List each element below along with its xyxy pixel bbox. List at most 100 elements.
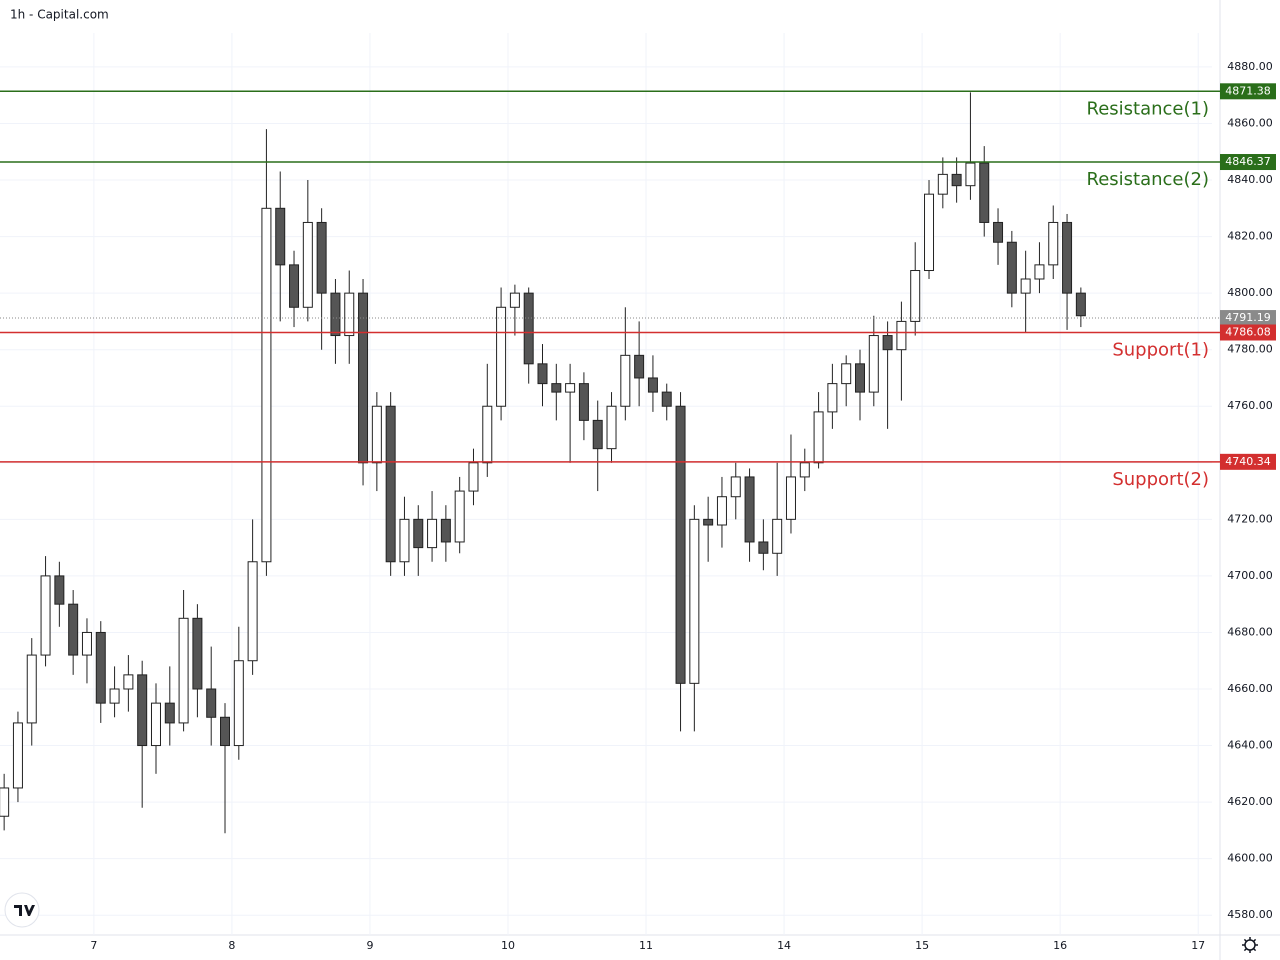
- candle-body: [703, 518, 714, 526]
- x-tick-label: 15: [915, 939, 929, 952]
- candle-body: [882, 335, 893, 351]
- x-tick-label: 10: [501, 939, 515, 952]
- candle-body: [399, 518, 410, 563]
- candle-body: [1048, 221, 1059, 266]
- y-tick-label: 4800.00: [1227, 286, 1273, 299]
- candle-body: [178, 617, 189, 724]
- level-badge: [1220, 324, 1276, 341]
- level-name: Support(1): [1112, 339, 1209, 360]
- level-name: Resistance(2): [1087, 169, 1210, 190]
- y-tick-label: 4580.00: [1227, 908, 1273, 921]
- candle-body: [454, 490, 465, 543]
- candle-body: [772, 518, 783, 554]
- y-tick-label: 4680.00: [1227, 625, 1273, 638]
- candle-body: [634, 354, 645, 379]
- y-tick-label: 4600.00: [1227, 852, 1273, 865]
- candle-body: [578, 383, 589, 421]
- y-tick-label: 4880.00: [1227, 60, 1273, 73]
- candle-body: [0, 787, 10, 817]
- level-name: Support(2): [1112, 469, 1209, 490]
- candle-body: [54, 575, 65, 605]
- y-tick-label: 4700.00: [1227, 569, 1273, 582]
- candle-body: [509, 292, 520, 308]
- candle-body: [675, 405, 686, 684]
- levels: 4791.19 4871.38 Resistance(1) 4846.37 Resist…: [0, 83, 1276, 490]
- candle-body: [109, 688, 120, 704]
- candle-body: [620, 354, 631, 407]
- candle-body: [937, 173, 948, 195]
- level-price: 4740.34: [1225, 455, 1271, 468]
- candle-body: [841, 363, 852, 385]
- candle-body: [854, 363, 865, 393]
- candle-body: [896, 320, 907, 351]
- x-tick-label: 16: [1053, 939, 1067, 952]
- candle-body: [951, 173, 962, 187]
- candle-body: [868, 335, 879, 393]
- candle-body: [192, 617, 203, 690]
- candle-body: [164, 702, 175, 724]
- candle-body: [220, 716, 231, 747]
- candle-body: [730, 476, 741, 498]
- candle-body: [910, 270, 921, 322]
- candle-body: [413, 518, 424, 549]
- candle-body: [385, 405, 396, 563]
- y-tick-label: 4860.00: [1227, 116, 1273, 129]
- chart-title: 1h - Capital.com: [10, 8, 109, 22]
- y-tick-label: 4760.00: [1227, 399, 1273, 412]
- level-price: 4786.08: [1225, 325, 1271, 338]
- candle-body: [12, 722, 23, 789]
- candle-body: [26, 654, 37, 724]
- candle-body: [1034, 264, 1045, 280]
- x-tick-label: 7: [90, 939, 97, 952]
- candle-body: [1020, 278, 1031, 294]
- y-tick-label: 4840.00: [1227, 173, 1273, 186]
- candle-body: [344, 292, 355, 337]
- candle-body: [275, 207, 286, 266]
- candle-body: [482, 405, 493, 464]
- candle-body: [440, 518, 451, 543]
- candle-body: [647, 377, 658, 393]
- candle-body: [965, 162, 976, 187]
- candle-body: [744, 476, 755, 543]
- candle-body: [330, 292, 341, 337]
- settings-icon[interactable]: [1242, 937, 1258, 953]
- x-tick-label: 14: [777, 939, 791, 952]
- last-price-badge: [1220, 310, 1276, 327]
- candle-body: [316, 221, 327, 294]
- candle-body: [1075, 292, 1086, 317]
- level-badge: [1220, 83, 1276, 100]
- candle-body: [1006, 241, 1017, 294]
- last-price-label: 4791.19: [1225, 311, 1271, 324]
- level-price: 4846.37: [1225, 155, 1271, 168]
- candle-body: [813, 411, 824, 464]
- candle-body: [785, 476, 796, 520]
- level-name: Resistance(1): [1087, 98, 1210, 119]
- y-tick-label: 4780.00: [1227, 343, 1273, 356]
- candle-body: [523, 292, 534, 365]
- candle-body: [496, 306, 507, 407]
- candle-body: [1062, 221, 1073, 294]
- candle-body: [468, 462, 479, 492]
- x-tick-label: 8: [228, 939, 235, 952]
- candle-body: [427, 518, 438, 549]
- y-tick-label: 4620.00: [1227, 795, 1273, 808]
- candle-body: [206, 688, 217, 718]
- candle-body: [233, 660, 244, 747]
- candle-body: [716, 496, 727, 526]
- candle-body: [261, 207, 272, 563]
- candle-body: [81, 631, 92, 656]
- candle-body: [565, 383, 576, 393]
- tv-logo: [4, 892, 40, 928]
- candle-body: [150, 702, 161, 747]
- x-tick-label: 17: [1191, 939, 1205, 952]
- level-price: 4871.38: [1225, 84, 1271, 97]
- candle-body: [302, 221, 313, 308]
- y-tick-label: 4660.00: [1227, 682, 1273, 695]
- candle-body: [95, 631, 106, 704]
- candle-body: [551, 383, 562, 393]
- level-badge: [1220, 453, 1276, 470]
- level-badge: [1220, 154, 1276, 171]
